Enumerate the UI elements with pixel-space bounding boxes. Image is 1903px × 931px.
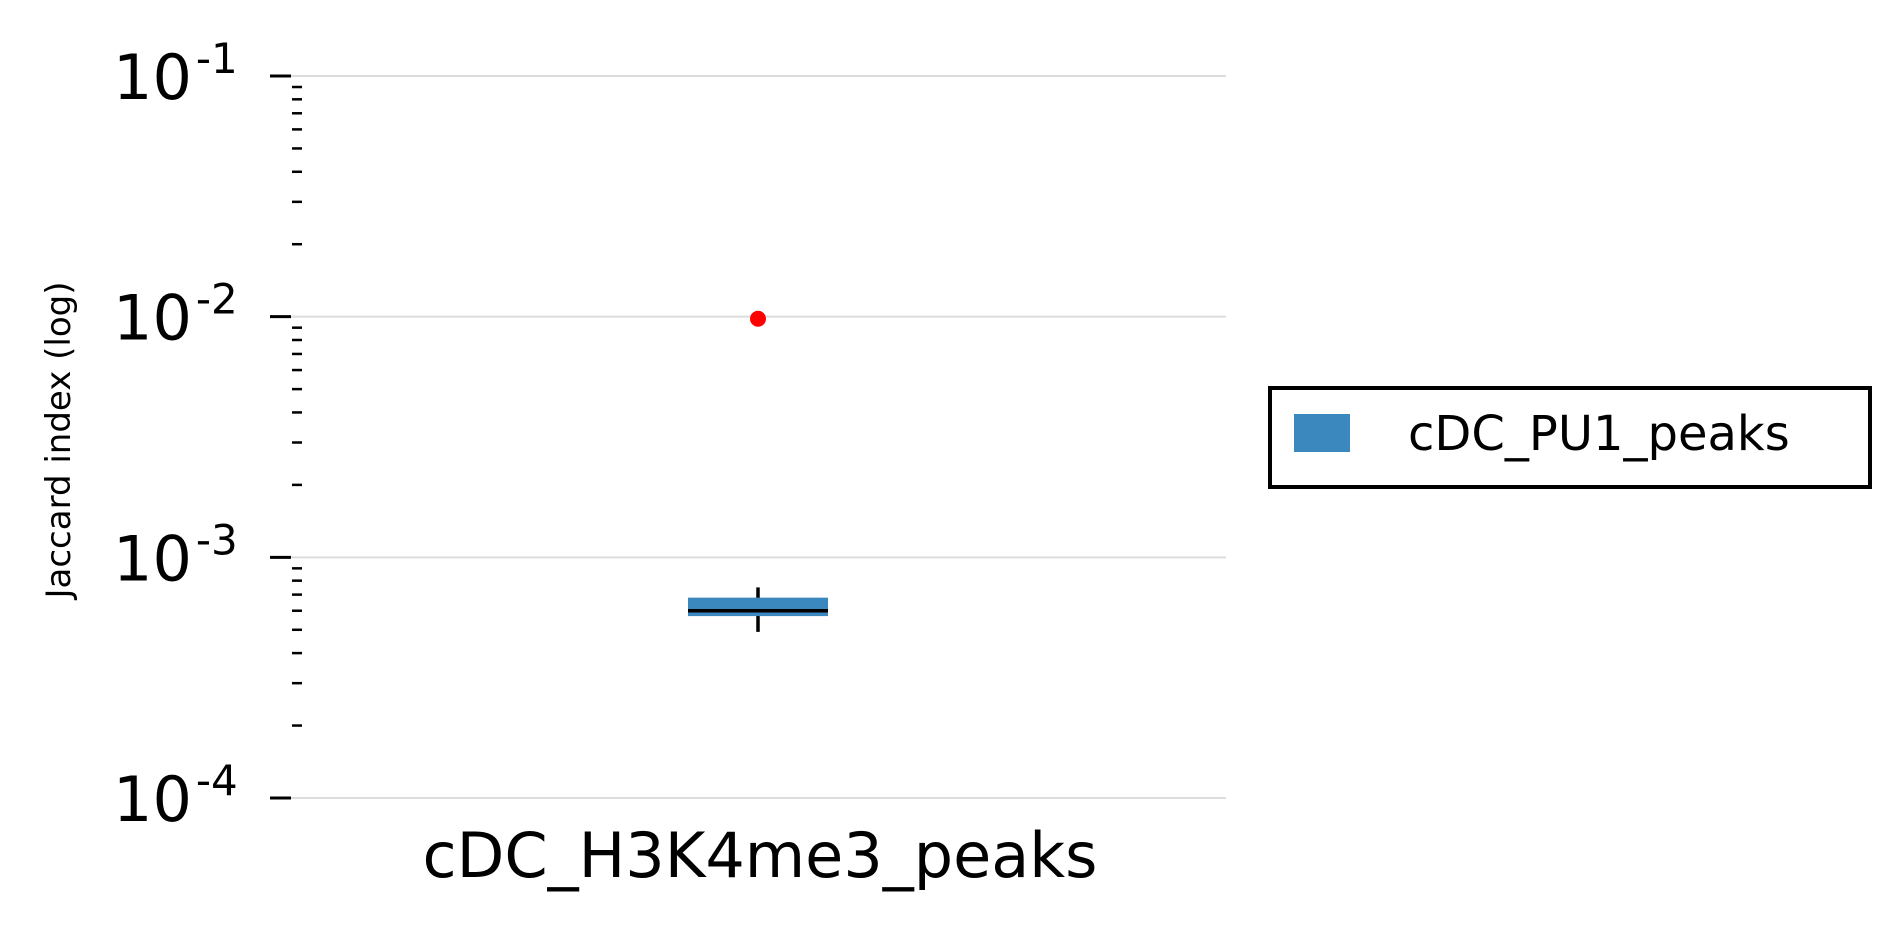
legend-label: cDC_PU1_peaks (1408, 406, 1790, 462)
box-group (688, 310, 828, 632)
y-axis: 10-1 10-2 10-3 10-4 (113, 34, 302, 836)
y-tick-label: 10-1 (113, 34, 238, 114)
box (688, 597, 828, 617)
grid-lines (290, 75, 1226, 799)
y-axis-label: Jaccard index (log) (39, 281, 79, 600)
y-tick-label: 10-2 (113, 275, 238, 355)
legend: cDC_PU1_peaks (1268, 386, 1872, 489)
legend-swatch (1294, 414, 1350, 452)
x-axis: cDC_H3K4me3_peaks (423, 819, 1098, 892)
y-tick-label: 10-4 (113, 756, 238, 836)
y-tick-label: 10-3 (113, 515, 238, 595)
legend-frame (1268, 386, 1872, 489)
outlier-point (750, 310, 766, 327)
x-tick-label: cDC_H3K4me3_peaks (423, 819, 1098, 892)
